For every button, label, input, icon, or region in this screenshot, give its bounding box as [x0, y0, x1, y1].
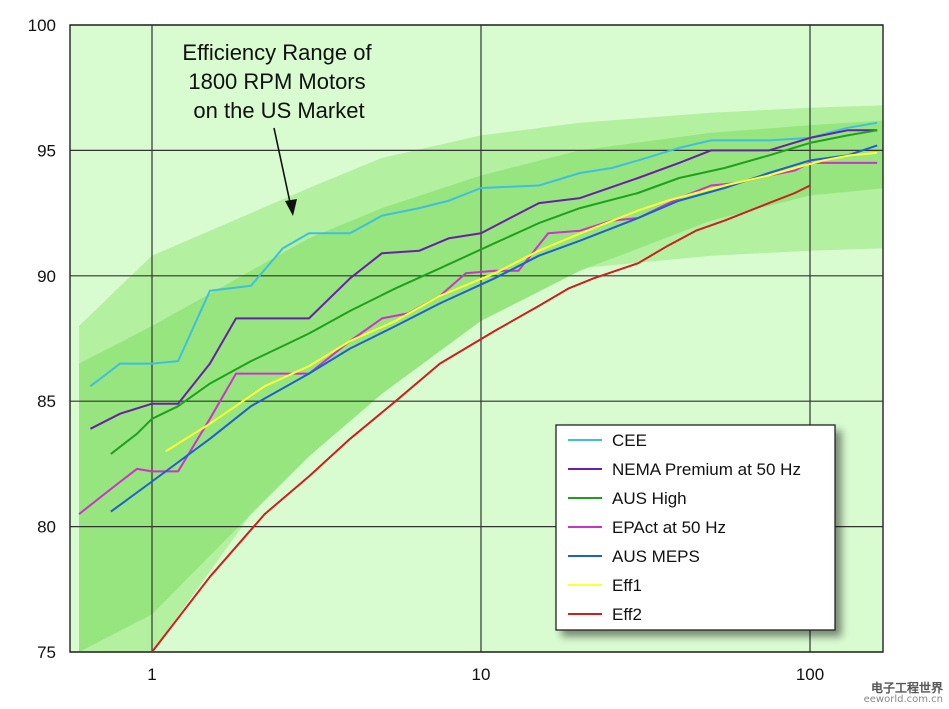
legend-label: EPAct at 50 Hz [612, 518, 726, 537]
watermark-site: eeworld.com.cn [863, 694, 943, 705]
y-tick-label: 80 [37, 518, 56, 537]
legend-label: Eff1 [612, 576, 642, 595]
series-eff2-line [151, 184, 811, 652]
series-eff1-line [165, 151, 878, 453]
legend-label: NEMA Premium at 50 Hz [612, 460, 801, 479]
y-tick-label: 90 [37, 267, 56, 286]
watermark: 电子工程世界 eeworld.com.cn [863, 681, 943, 705]
y-tick-label: 95 [37, 141, 56, 160]
watermark-brand: 电子工程世界 [870, 681, 943, 695]
annotation-line-3: on the US Market [193, 98, 364, 123]
y-tick-label: 85 [37, 392, 56, 411]
series-nema-premium-at-50-hz-line [89, 129, 878, 430]
legend-label: Eff2 [612, 605, 642, 624]
x-tick-label: 1 [147, 665, 156, 684]
annotation-arrowhead [285, 199, 297, 216]
legend-label: AUS High [612, 489, 687, 508]
annotation-arrow [273, 127, 292, 208]
x-tick-label: 100 [796, 665, 824, 684]
plot-frame [69, 24, 884, 653]
x-tick-label: 10 [472, 665, 491, 684]
y-tick-label: 75 [37, 643, 56, 662]
legend-label: CEE [612, 431, 647, 450]
series-aus-meps-line [110, 144, 878, 513]
annotation-line-2: 1800 RPM Motors [188, 69, 365, 94]
annotation-line-1: Efficiency Range of [182, 40, 372, 65]
legend: CEE NEMA Premium at 50 Hz AUS High EPAct at… [555, 424, 836, 631]
series-aus-high-line [110, 129, 878, 455]
legend-box [555, 424, 836, 631]
series-cee-line [89, 121, 878, 387]
legend-label: AUS MEPS [612, 547, 700, 566]
y-tick-label: 100 [28, 16, 56, 35]
efficiency-band-outer [79, 105, 883, 652]
